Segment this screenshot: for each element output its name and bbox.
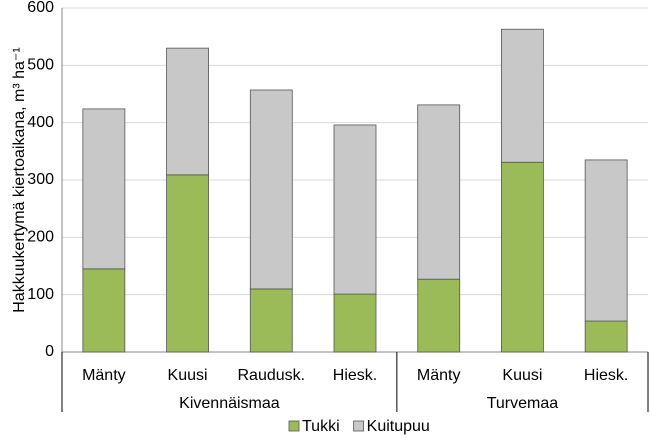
x-tick-label: Mänty	[417, 367, 461, 384]
x-tick-label: Hiesk.	[333, 367, 377, 384]
legend-label: Kuitupuu	[367, 418, 430, 435]
legend-swatch	[353, 420, 365, 432]
y-tick-label: 100	[27, 286, 54, 303]
x-tick-label: Hiesk.	[584, 367, 628, 384]
legend-swatch	[288, 420, 300, 432]
x-tick-label: Kuusi	[502, 367, 542, 384]
bar-segment	[417, 104, 461, 280]
bar-segment	[249, 288, 293, 353]
y-tick-label: 300	[27, 171, 54, 188]
bar-segment	[501, 161, 544, 353]
bar-segment	[333, 124, 377, 295]
bar-segment	[333, 293, 377, 353]
bar-segment	[82, 268, 126, 353]
group-label: Turvemaa	[487, 395, 559, 412]
bar-segment	[584, 159, 628, 322]
bar-segment	[166, 47, 209, 176]
bar-segment	[82, 108, 126, 270]
group-label: Kivennäismaa	[179, 395, 280, 412]
y-tick-label: 500	[27, 57, 54, 74]
y-tick-label: 0	[45, 343, 54, 360]
bar-segment	[249, 89, 293, 290]
y-tick-label: 200	[27, 229, 54, 246]
x-tick-label: Mänty	[82, 367, 126, 384]
bar-segment	[166, 174, 209, 353]
y-tick-label: 600	[27, 0, 54, 16]
x-tick-label: Kuusi	[168, 367, 208, 384]
y-axis-label: Hakkuukertymä kiertoaikana, m³ ha⁻¹	[11, 47, 28, 312]
x-tick-label: Raudusk.	[237, 367, 305, 384]
legend-label: Tukki	[302, 418, 340, 435]
bar-segment	[584, 320, 628, 353]
bar-segment	[417, 278, 461, 353]
bar-segment	[501, 28, 544, 163]
y-tick-label: 400	[27, 114, 54, 131]
